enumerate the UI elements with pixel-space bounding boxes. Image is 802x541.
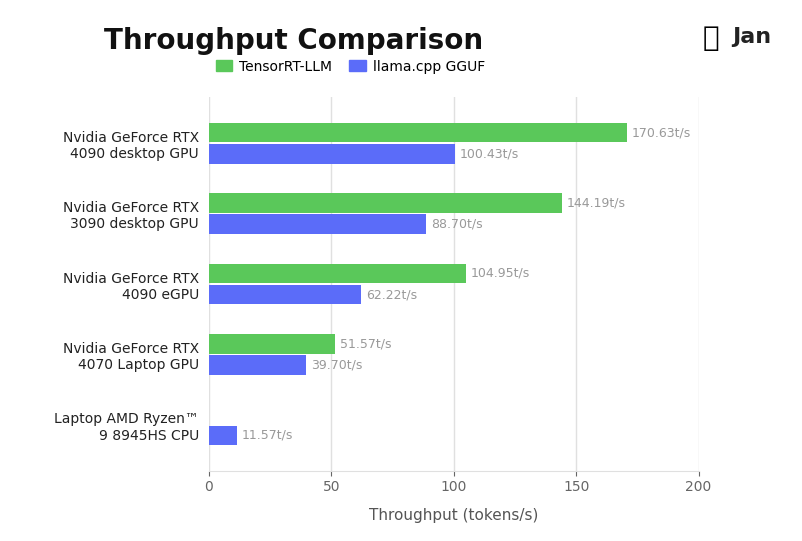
Bar bbox=[209, 263, 465, 283]
Text: 104.95t/s: 104.95t/s bbox=[470, 267, 529, 280]
Text: Throughput Comparison: Throughput Comparison bbox=[104, 27, 483, 55]
Legend: TensorRT-LLM, llama.cpp GGUF: TensorRT-LLM, llama.cpp GGUF bbox=[216, 60, 484, 74]
Text: 51.57t/s: 51.57t/s bbox=[339, 338, 391, 351]
Bar bbox=[209, 334, 334, 354]
Bar bbox=[209, 355, 306, 375]
Text: 39.70t/s: 39.70t/s bbox=[310, 359, 362, 372]
Text: 88.70t/s: 88.70t/s bbox=[431, 217, 482, 230]
Bar bbox=[209, 214, 426, 234]
Bar bbox=[209, 123, 626, 142]
Bar bbox=[209, 285, 361, 305]
Text: Jan: Jan bbox=[731, 27, 770, 47]
X-axis label: Throughput (tokens/s): Throughput (tokens/s) bbox=[369, 509, 537, 523]
Bar bbox=[209, 193, 561, 213]
Text: 👋: 👋 bbox=[702, 24, 718, 52]
Bar bbox=[209, 144, 454, 163]
Bar bbox=[209, 426, 237, 445]
Text: 62.22t/s: 62.22t/s bbox=[366, 288, 417, 301]
Text: 170.63t/s: 170.63t/s bbox=[631, 126, 690, 139]
Text: 100.43t/s: 100.43t/s bbox=[459, 147, 518, 160]
Text: 11.57t/s: 11.57t/s bbox=[241, 429, 293, 442]
Text: 144.19t/s: 144.19t/s bbox=[566, 196, 625, 209]
